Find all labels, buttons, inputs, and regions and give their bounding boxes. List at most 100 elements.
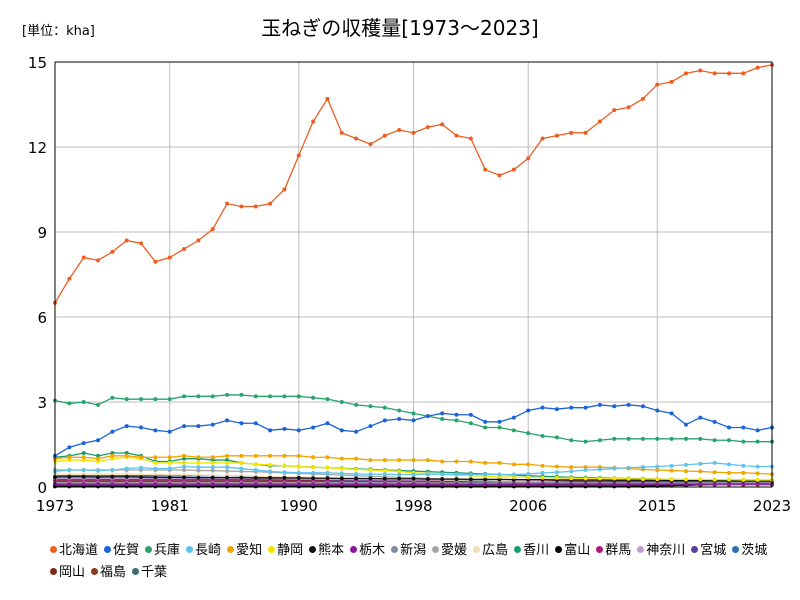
data-point (712, 419, 717, 424)
data-point (655, 468, 660, 472)
data-point (167, 455, 172, 460)
data-point (569, 438, 574, 443)
data-point (755, 428, 760, 433)
data-point (440, 411, 445, 416)
data-point (124, 238, 129, 243)
data-point (483, 477, 488, 482)
legend-marker (514, 546, 522, 553)
data-point (683, 482, 688, 487)
legend-item: 福島 (91, 562, 126, 584)
data-point (626, 476, 631, 481)
data-point (397, 476, 402, 481)
data-point (468, 477, 473, 482)
data-point (554, 482, 559, 487)
data-point (182, 464, 187, 469)
data-point (153, 397, 158, 402)
data-point (81, 451, 86, 455)
data-point (397, 458, 402, 463)
data-point (96, 456, 101, 461)
data-point (425, 125, 430, 130)
data-point (339, 466, 344, 471)
data-point (110, 249, 115, 254)
data-point (96, 459, 101, 464)
data-point (755, 464, 760, 469)
data-point (96, 453, 101, 458)
data-point (182, 475, 187, 480)
data-point (468, 472, 473, 477)
legend-item: 北海道 (50, 540, 98, 562)
data-point (468, 412, 473, 417)
data-point (311, 470, 316, 475)
data-point (440, 459, 445, 464)
data-point (110, 482, 115, 487)
legend-label: 北海道 (59, 543, 99, 558)
legend-item: 新潟 (391, 540, 426, 562)
data-point (139, 482, 144, 487)
data-point (454, 459, 459, 464)
data-point (411, 482, 416, 487)
data-point (239, 466, 244, 471)
legend-label: 群馬 (605, 543, 632, 558)
data-point (139, 241, 144, 246)
line-chart: 0 3 6 9 12 15 1973 1981 1990 1998 2006 2015 2023 (28, 54, 791, 515)
data-point (411, 130, 416, 135)
data-point (354, 471, 359, 476)
data-point (210, 468, 215, 473)
legend-item: 千葉 (132, 562, 167, 584)
data-point (626, 402, 631, 407)
data-point (583, 468, 588, 472)
data-point (497, 472, 502, 477)
data-point (296, 482, 301, 487)
data-point (540, 475, 545, 480)
data-point (511, 415, 516, 420)
data-point (511, 167, 516, 172)
data-point (425, 414, 430, 419)
data-point (640, 477, 645, 482)
data-point (497, 460, 502, 465)
data-point (468, 459, 473, 464)
data-point (741, 439, 746, 444)
data-point (368, 482, 373, 487)
legend-label: 兵庫 (154, 543, 181, 558)
x-tick-label: 1973 (36, 497, 74, 515)
data-point (640, 482, 645, 487)
data-point (239, 482, 244, 487)
data-point (225, 418, 230, 423)
data-point (397, 408, 402, 413)
data-point (239, 469, 244, 474)
data-point (182, 453, 187, 458)
data-point (210, 482, 215, 487)
data-point (253, 204, 258, 209)
data-point (268, 201, 273, 206)
data-point (311, 465, 316, 470)
x-tick-label: 2015 (638, 497, 676, 515)
legend-label: 神奈川 (646, 543, 686, 558)
legend-label: 広島 (482, 543, 509, 558)
data-point (583, 465, 588, 470)
x-tick-label: 1998 (394, 497, 432, 515)
legend-label: 富山 (564, 543, 591, 558)
data-point (497, 419, 502, 424)
legend-marker (555, 546, 563, 553)
data-point (339, 130, 344, 135)
data-point (196, 424, 201, 429)
data-point (397, 469, 402, 474)
data-point (483, 472, 488, 477)
data-point (296, 470, 301, 475)
data-point (583, 405, 588, 410)
legend-label: 岡山 (59, 565, 86, 580)
legend-item: 栃木 (350, 540, 385, 562)
plot-frame (54, 61, 773, 488)
data-point (669, 411, 674, 416)
data-point (382, 458, 387, 463)
data-point (698, 482, 703, 487)
data-point (454, 412, 459, 417)
data-point (210, 475, 215, 480)
data-point (583, 476, 588, 481)
data-point (67, 474, 72, 479)
data-point (210, 465, 215, 470)
data-point (683, 422, 688, 427)
data-point (81, 474, 86, 479)
data-point (124, 424, 129, 429)
data-point (296, 453, 301, 458)
